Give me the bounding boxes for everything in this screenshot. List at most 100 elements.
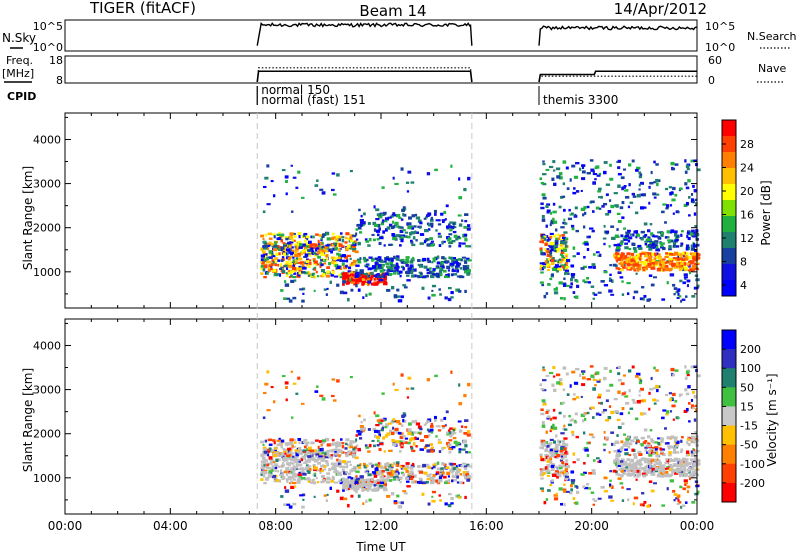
- power-cell: [341, 238, 345, 243]
- velocity-cell: [550, 425, 553, 429]
- power-cell: [668, 257, 673, 261]
- velocity-cell: [326, 476, 330, 480]
- power-cell: [400, 258, 405, 262]
- power-cell: [350, 276, 354, 280]
- power-cell: [579, 167, 582, 171]
- power-cell: [335, 240, 338, 243]
- power-cell: [575, 161, 580, 165]
- power-cell: [586, 247, 590, 252]
- velocity-cell: [627, 439, 630, 443]
- colorbar-segment: [722, 387, 736, 407]
- power-cell: [289, 235, 293, 240]
- velocity-cell: [303, 461, 308, 464]
- power-cell: [394, 182, 399, 186]
- power-cell: [440, 262, 444, 266]
- power-cell: [373, 228, 377, 232]
- velocity-cell: [540, 442, 545, 445]
- velocity-cell: [395, 440, 400, 443]
- power-cell: [377, 274, 381, 277]
- power-cell: [447, 237, 452, 241]
- power-cell: [260, 266, 263, 270]
- velocity-cell: [307, 470, 311, 474]
- power-cell: [640, 206, 645, 210]
- power-cell: [555, 167, 561, 171]
- power-cell: [313, 289, 316, 292]
- power-cell: [627, 230, 630, 233]
- velocity-cell: [549, 457, 553, 461]
- velocity-cell: [588, 441, 591, 444]
- power-cell: [647, 255, 652, 260]
- velocity-cell: [355, 444, 359, 447]
- power-cell: [447, 269, 450, 272]
- velocity-cell: [583, 461, 586, 465]
- velocity-cell: [644, 440, 648, 443]
- power-cell: [355, 232, 358, 236]
- velocity-cell: [673, 493, 678, 496]
- power-cell: [451, 269, 456, 273]
- power-cell: [390, 257, 394, 261]
- power-cell: [291, 238, 294, 242]
- colorbar-segment: [722, 136, 736, 153]
- velocity-cell: [351, 479, 355, 483]
- power-cell: [571, 164, 576, 168]
- velocity-cell: [644, 448, 648, 452]
- power-cell: [437, 223, 442, 226]
- velocity-cell: [647, 461, 652, 466]
- velocity-cell: [392, 382, 395, 386]
- velocity-cell: [695, 450, 698, 454]
- velocity-cell: [338, 479, 342, 483]
- velocity-cell: [396, 494, 400, 498]
- velocity-cell: [318, 451, 321, 455]
- velocity-cell: [389, 475, 394, 479]
- power-cell: [328, 248, 331, 252]
- velocity-cell: [642, 412, 647, 415]
- velocity-cell: [317, 445, 320, 450]
- power-cell: [452, 257, 457, 260]
- velocity-cell: [334, 450, 337, 453]
- velocity-cell: [396, 501, 401, 504]
- power-cell: [667, 239, 672, 242]
- velocity-cell: [648, 407, 651, 411]
- velocity-cell: [560, 457, 565, 460]
- power-cell: [435, 219, 440, 222]
- power-cell: [649, 223, 653, 226]
- velocity-cell: [654, 446, 659, 450]
- power-cell: [659, 241, 663, 245]
- velocity-cell: [352, 447, 356, 451]
- velocity-cell: [374, 463, 378, 466]
- velocity-cell: [381, 392, 385, 395]
- velocity-cell: [570, 418, 574, 421]
- velocity-cell: [565, 372, 569, 376]
- power-cell: [414, 230, 417, 234]
- velocity-cell: [683, 466, 686, 470]
- power-cell: [420, 272, 423, 275]
- power-cell: [650, 245, 655, 249]
- velocity-cell: [591, 469, 596, 472]
- velocity-cell: [634, 462, 639, 465]
- power-cell: [556, 270, 559, 273]
- velocity-cell: [331, 442, 336, 446]
- power-cell: [345, 236, 348, 240]
- power-cell: [385, 258, 390, 261]
- power-cell: [406, 190, 410, 193]
- velocity-cell: [651, 465, 655, 469]
- power-cell: [340, 272, 344, 275]
- power-cell: [267, 269, 271, 272]
- velocity-cell: [314, 449, 318, 453]
- power-cell: [399, 274, 402, 278]
- power-cell: [642, 297, 645, 301]
- power-cell: [449, 256, 454, 260]
- power-cell: [407, 170, 412, 174]
- velocity-cell: [366, 489, 370, 492]
- velocity-cell: [452, 428, 455, 432]
- velocity-cell: [644, 446, 649, 449]
- power-cell: [453, 234, 458, 238]
- power-cell: [297, 252, 301, 256]
- velocity-cell: [684, 388, 688, 392]
- velocity-cell: [307, 455, 312, 458]
- power-cell: [459, 267, 463, 270]
- power-cell: [380, 222, 384, 226]
- power-cell: [666, 261, 669, 264]
- power-cell: [692, 184, 695, 188]
- power-cell: [554, 264, 559, 268]
